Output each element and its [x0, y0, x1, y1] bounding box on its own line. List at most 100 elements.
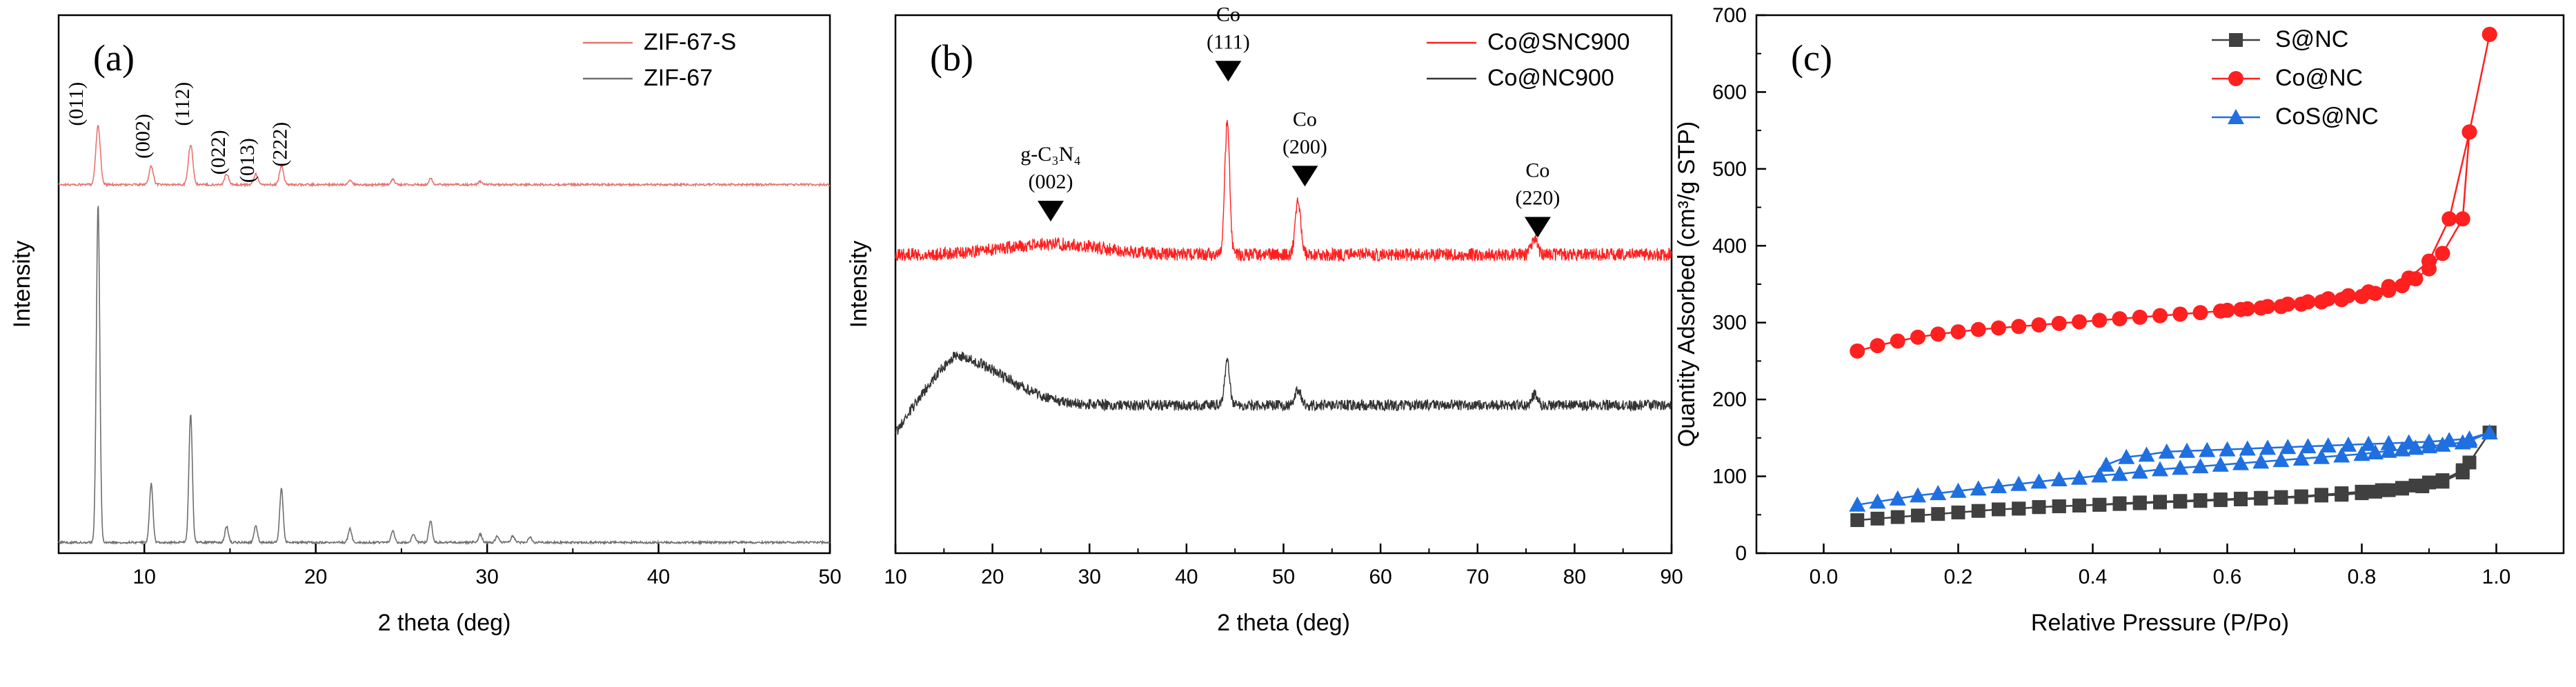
x-tick-label: 40: [647, 566, 670, 588]
data-point-Co@NC: [2455, 211, 2470, 227]
x-tick-label: 70: [1466, 566, 1489, 588]
series-line-Co@NC: [1856, 34, 2491, 352]
x-tick-label: 10: [133, 566, 156, 588]
data-point-CoS@NC: [1950, 482, 1967, 498]
legend-label: ZIF-67-S: [644, 29, 736, 55]
data-point-Co@NC: [2152, 308, 2168, 323]
data-point-CoS@NC: [2030, 473, 2048, 489]
peak-marker: [1291, 166, 1318, 187]
data-point-S@NC: [2415, 479, 2430, 494]
peak-index: (200): [1282, 135, 1327, 158]
data-point-S@NC: [2112, 496, 2127, 510]
data-point-CoS@NC: [1849, 496, 1866, 512]
panel-b: 10 20 30 40 50 60 70 80 90 2 theta (deg) Intensity…: [846, 3, 1683, 636]
data-point-CoS@NC: [1869, 493, 1886, 509]
data-point-Co@NC: [2320, 291, 2336, 307]
data-point-CoS@NC: [2272, 452, 2290, 468]
data-point-S@NC: [2335, 486, 2349, 501]
data-point-CoS@NC: [1970, 480, 1987, 496]
data-point-S@NC: [2193, 493, 2208, 508]
data-point-CoS@NC: [2050, 471, 2068, 487]
peak-label: Co: [1293, 108, 1317, 130]
x-tick-label: 30: [1078, 566, 1101, 588]
data-point-S@NC: [2234, 491, 2248, 506]
series-line-Co@NC900: [895, 350, 1672, 435]
peak-annotation: (222): [268, 122, 291, 167]
data-point-Co@NC: [2172, 306, 2188, 322]
data-point-Co@NC: [1950, 324, 1966, 340]
data-point-S@NC: [2274, 490, 2288, 504]
data-point-Co@NC: [2481, 26, 2497, 42]
panel-b-frame: [894, 14, 1673, 555]
data-point-Co@NC: [2401, 270, 2417, 286]
x-tick-label: 0.4: [2079, 566, 2108, 588]
data-point-Co@NC: [2421, 253, 2437, 269]
data-point-Co@NC: [2361, 284, 2377, 300]
y-tick-label: 600: [1712, 81, 1747, 103]
peak-index: (002): [1029, 170, 1073, 193]
data-point-Co@NC: [1850, 343, 1865, 359]
x-axis-label: Relative Pressure (P/Po): [2031, 610, 2289, 636]
data-point-S@NC: [2435, 475, 2450, 489]
legend-label: CoS@NC: [2275, 103, 2379, 130]
x-tick-label: 40: [1175, 566, 1198, 588]
panel-c: 0.0 0.2 0.4 0.6 0.8 1.0 0 100 200 300 400 500 600 700…: [1674, 4, 2565, 636]
data-point-CoS@NC: [2071, 469, 2088, 485]
data-point-S@NC: [1951, 505, 1965, 519]
y-tick-label: 700: [1712, 4, 1747, 27]
y-axis-label: Intensity: [846, 241, 872, 328]
data-point-CoS@NC: [2152, 461, 2168, 477]
x-tick-label: 20: [304, 566, 327, 588]
data-point-Co@NC: [2112, 311, 2128, 327]
y-tick-label: 200: [1712, 388, 1747, 411]
panel-label: (c): [1791, 37, 1832, 79]
data-point-S@NC: [2153, 495, 2167, 509]
data-point-CoS@NC: [2192, 458, 2209, 474]
data-point-Co@NC: [2132, 309, 2148, 325]
data-point-CoS@NC: [1889, 490, 1906, 506]
data-point-Co@NC: [1910, 329, 1925, 345]
data-point-CoS@NC: [2252, 453, 2270, 469]
x-tick-label: 60: [1369, 566, 1391, 588]
data-point-CoS@NC: [2333, 447, 2350, 463]
legend-label: Co@NC900: [1487, 65, 1614, 91]
data-point-Co@NC: [2092, 312, 2108, 328]
x-tick-label: 20: [981, 566, 1004, 588]
data-point-CoS@NC: [2118, 448, 2135, 464]
data-point-Co@NC: [1870, 338, 1885, 354]
x-tick-label: 0.8: [2348, 566, 2377, 588]
y-tick-label: 400: [1712, 235, 1747, 257]
peak-annotation: (011): [65, 82, 88, 126]
data-point-CoS@NC: [2138, 446, 2155, 462]
data-point-CoS@NC: [2219, 441, 2236, 457]
x-tick-label: 30: [475, 566, 498, 588]
peak-annotation: (002): [132, 114, 155, 159]
data-point-Co@NC: [2219, 302, 2235, 318]
data-point-S@NC: [2032, 500, 2046, 515]
data-point-CoS@NC: [2232, 455, 2249, 470]
data-point-Co@NC: [1970, 321, 1986, 337]
data-point-CoS@NC: [2360, 435, 2377, 451]
data-point-CoS@NC: [2279, 439, 2297, 455]
data-point-S@NC: [2072, 498, 2086, 512]
legend-label: Co@SNC900: [1487, 29, 1630, 55]
data-point-CoS@NC: [2091, 467, 2108, 483]
data-point-CoS@NC: [2212, 456, 2229, 472]
series-line-ZIF-67: [58, 206, 831, 546]
data-point-CoS@NC: [2292, 450, 2310, 466]
data-point-Co@NC: [2381, 279, 2397, 295]
data-point-S@NC: [1890, 510, 1905, 524]
data-point-CoS@NC: [2434, 436, 2451, 452]
data-point-S@NC: [1870, 511, 1885, 526]
data-point-S@NC: [1992, 502, 2005, 517]
data-point-CoS@NC: [2367, 444, 2384, 460]
y-tick-label: 300: [1712, 312, 1747, 335]
data-point-Co@NC: [2031, 317, 2047, 333]
data-point-CoS@NC: [2179, 442, 2195, 458]
data-point-CoS@NC: [2010, 475, 2028, 491]
data-point-CoS@NC: [2199, 441, 2216, 457]
panel-label: (b): [930, 37, 973, 79]
data-point-S@NC: [2132, 495, 2147, 510]
peak-annotation: (013): [236, 138, 259, 183]
data-point-CoS@NC: [2400, 434, 2417, 450]
